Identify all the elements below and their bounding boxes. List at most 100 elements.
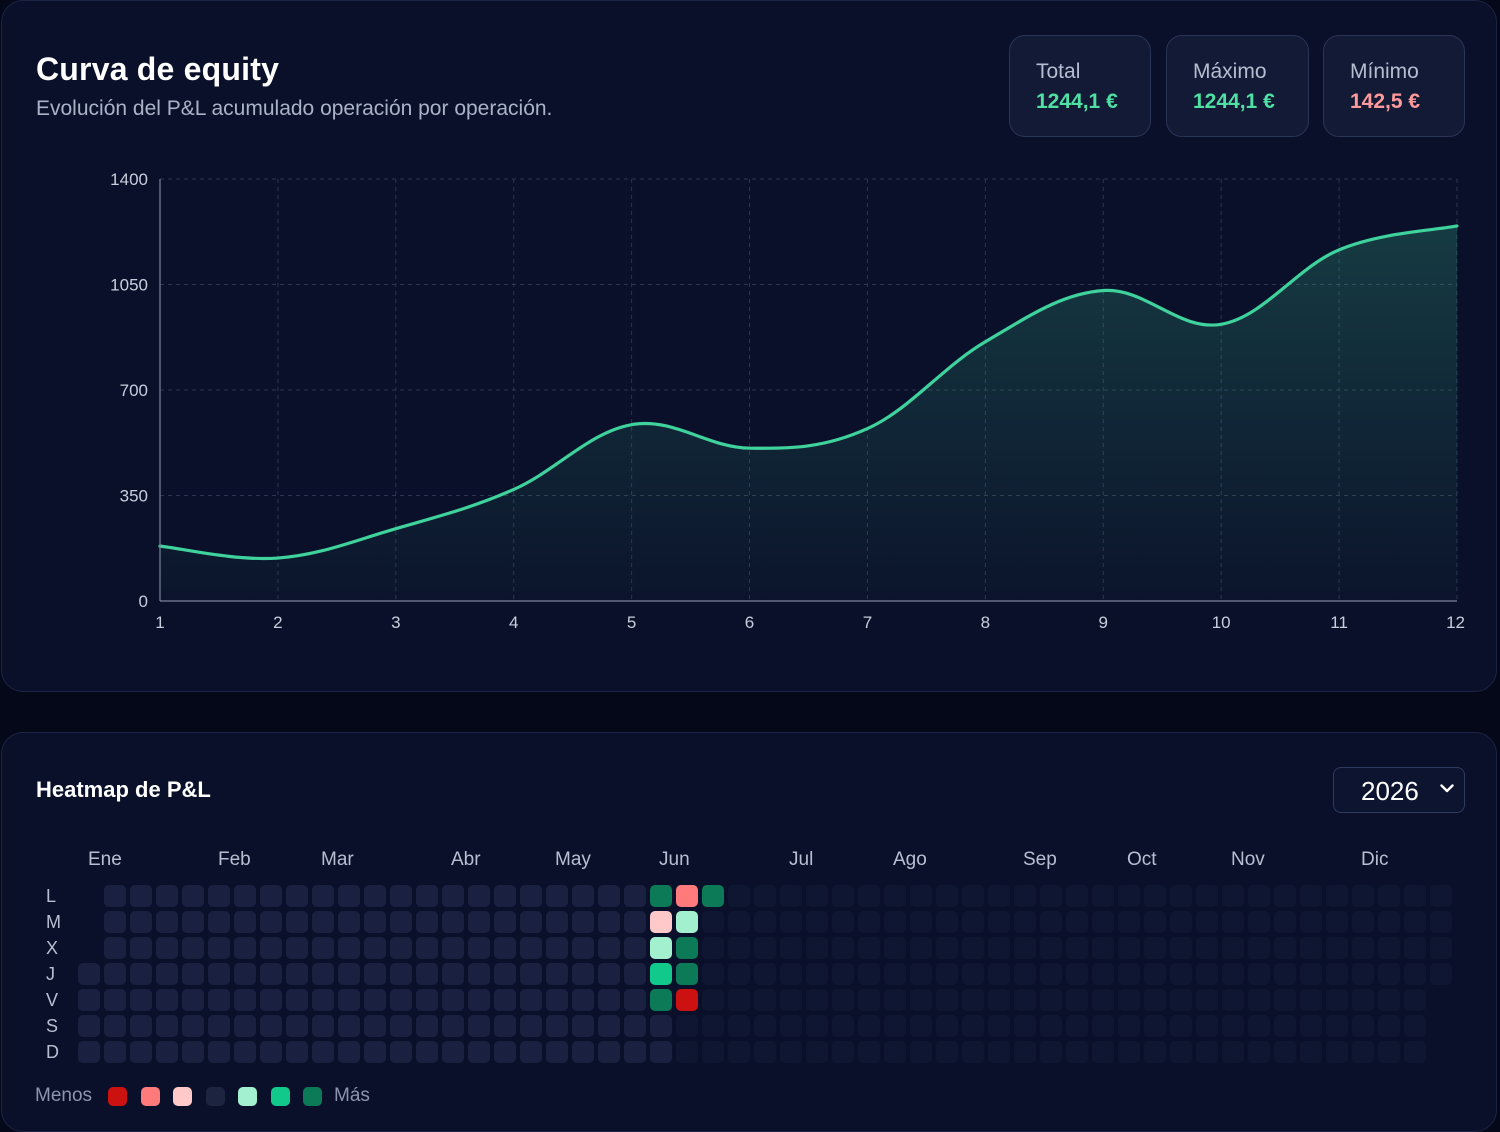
heatmap-cell [364, 989, 386, 1011]
month-label: Ago [893, 849, 927, 870]
heatmap-cell [884, 937, 906, 959]
month-label: Abr [451, 849, 481, 870]
equity-area [160, 225, 1457, 601]
stat-total-label: Total [1036, 60, 1081, 83]
heatmap-cell[interactable] [702, 885, 724, 907]
heatmap-cell [1196, 911, 1218, 933]
month-label: Mar [321, 849, 354, 870]
heatmap-cell [598, 1041, 620, 1063]
heatmap-cell [832, 911, 854, 933]
heatmap-cell [416, 911, 438, 933]
heatmap-cell [780, 911, 802, 933]
heatmap-cell[interactable] [676, 963, 698, 985]
heatmap-cell [1092, 911, 1114, 933]
heatmap-cell [156, 937, 178, 959]
heatmap-cell [390, 1015, 412, 1037]
heatmap-cell [416, 989, 438, 1011]
heatmap-cell [1248, 963, 1270, 985]
chevron-down-icon [1440, 784, 1454, 793]
heatmap-cell [832, 937, 854, 959]
heatmap-cell[interactable] [650, 911, 672, 933]
legend-swatch [303, 1087, 322, 1106]
heatmap-cell [1170, 1015, 1192, 1037]
heatmap-cell [1326, 885, 1348, 907]
heatmap-cell [546, 1041, 568, 1063]
heatmap-cell [1352, 1041, 1374, 1063]
heatmap-cell [468, 989, 490, 1011]
heatmap-cell [1066, 937, 1088, 959]
x-tick-label: 6 [745, 613, 754, 632]
heatmap-cell [104, 989, 126, 1011]
heatmap-cell [624, 885, 646, 907]
heatmap-cell[interactable] [650, 885, 672, 907]
year-select[interactable]: 2026 [1333, 767, 1465, 813]
heatmap-cell [1326, 989, 1348, 1011]
heatmap-cell[interactable] [676, 911, 698, 933]
heatmap-cell[interactable] [676, 937, 698, 959]
heatmap-cell [598, 911, 620, 933]
x-tick-label: 11 [1330, 613, 1348, 632]
heatmap-cell [546, 963, 568, 985]
heatmap-cell [806, 1041, 828, 1063]
heatmap-cell [728, 885, 750, 907]
heatmap-cell [1066, 1041, 1088, 1063]
heatmap-cell [208, 963, 230, 985]
heatmap-cell [858, 1041, 880, 1063]
heatmap-cell [754, 911, 776, 933]
heatmap-cell [1404, 989, 1426, 1011]
heatmap-cell [702, 911, 724, 933]
heatmap-cell [260, 937, 282, 959]
heatmap-cell[interactable] [676, 989, 698, 1011]
heatmap-cell [208, 1015, 230, 1037]
heatmap-cell [1352, 937, 1374, 959]
heatmap-cell [286, 989, 308, 1011]
heatmap-cell [442, 1041, 464, 1063]
heatmap-cell [1170, 989, 1192, 1011]
heatmap-cell [520, 1015, 542, 1037]
x-tick-label: 5 [627, 613, 636, 632]
heatmap-cell [130, 963, 152, 985]
heatmap-cell [546, 1015, 568, 1037]
heatmap-cell[interactable] [650, 963, 672, 985]
heatmap-cell [1300, 1015, 1322, 1037]
heatmap-cell [494, 937, 516, 959]
heatmap-cell [1274, 911, 1296, 933]
heatmap-cell [442, 885, 464, 907]
heatmap-cell [1170, 963, 1192, 985]
heatmap-cell [312, 963, 334, 985]
heatmap-cell [1196, 1015, 1218, 1037]
heatmap-cell [494, 1041, 516, 1063]
heatmap-cell [104, 1041, 126, 1063]
heatmap-cell [1326, 963, 1348, 985]
heatmap-cell [468, 937, 490, 959]
heatmap-cell [780, 885, 802, 907]
heatmap-cell [910, 963, 932, 985]
heatmap-cell [1040, 963, 1062, 985]
heatmap-cell [988, 937, 1010, 959]
heatmap-cell [234, 885, 256, 907]
equity-title: Curva de equity [36, 51, 280, 87]
heatmap-cell [572, 1041, 594, 1063]
heatmap-cell [364, 963, 386, 985]
heatmap-cell [1066, 963, 1088, 985]
heatmap-cell [962, 963, 984, 985]
heatmap-cell [728, 937, 750, 959]
heatmap-cell [806, 1015, 828, 1037]
y-tick-label: 350 [120, 487, 148, 506]
heatmap-cell [1066, 989, 1088, 1011]
heatmap-cell [806, 963, 828, 985]
heatmap-cell [1118, 911, 1140, 933]
heatmap-cell[interactable] [676, 885, 698, 907]
heatmap-cell [520, 937, 542, 959]
heatmap-cell [468, 963, 490, 985]
heatmap-cell [1040, 885, 1062, 907]
heatmap-cell[interactable] [650, 989, 672, 1011]
heatmap-cell [104, 885, 126, 907]
heatmap-cell [572, 1015, 594, 1037]
heatmap-cell [910, 1041, 932, 1063]
heatmap-cell [442, 963, 464, 985]
heatmap-cell [416, 885, 438, 907]
heatmap-cell[interactable] [650, 937, 672, 959]
heatmap-cell [1300, 1041, 1322, 1063]
heatmap-cell [130, 937, 152, 959]
